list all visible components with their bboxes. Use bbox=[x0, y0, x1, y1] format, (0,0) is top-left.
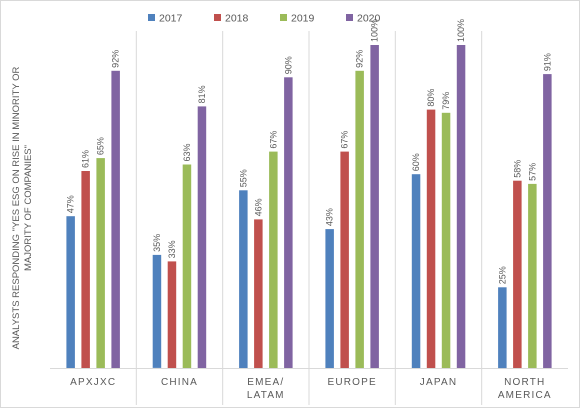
y-axis-title: ANALYSTS RESPONDING "YES ESG ON RISE IN … bbox=[11, 66, 22, 349]
bar-2017-1 bbox=[152, 254, 162, 368]
data-label: 33% bbox=[167, 240, 177, 258]
bar-2017-4 bbox=[411, 174, 421, 368]
data-label: 100% bbox=[370, 19, 380, 42]
bar-2018-5 bbox=[513, 180, 522, 368]
legend-swatch-2020 bbox=[346, 14, 353, 21]
bar-2017-3 bbox=[325, 229, 334, 368]
data-label: 46% bbox=[253, 198, 263, 216]
category-label: EMEA/ bbox=[247, 377, 284, 388]
category-label: EUROPE bbox=[327, 377, 376, 388]
bar-2018-3 bbox=[340, 151, 349, 368]
legend-label: 2017 bbox=[159, 13, 183, 25]
data-label: 65% bbox=[96, 137, 106, 155]
bar-2018-1 bbox=[167, 261, 177, 368]
bar-2018-2 bbox=[254, 219, 263, 368]
category-label: JAPAN bbox=[420, 377, 458, 388]
data-label: 57% bbox=[527, 163, 537, 181]
legend-swatch-2017 bbox=[148, 14, 155, 21]
category-label: APXJXC bbox=[70, 377, 116, 388]
data-label: 92% bbox=[355, 50, 365, 68]
data-label: 67% bbox=[268, 131, 278, 149]
data-label: 61% bbox=[81, 150, 91, 168]
data-label: 80% bbox=[426, 89, 436, 107]
bar-2017-5 bbox=[498, 287, 507, 369]
legend-label: 2019 bbox=[291, 13, 315, 25]
legend-label: 2018 bbox=[225, 13, 249, 25]
data-label: 100% bbox=[456, 19, 466, 42]
bar-2019-0 bbox=[96, 158, 105, 368]
bar-2018-4 bbox=[426, 109, 436, 368]
category-label: AMERICA bbox=[498, 390, 552, 401]
bar-2017-0 bbox=[66, 216, 75, 368]
bar-2018-0 bbox=[81, 171, 90, 368]
data-label: 63% bbox=[182, 143, 192, 161]
data-label: 25% bbox=[497, 266, 507, 284]
data-label: 92% bbox=[111, 50, 121, 68]
data-label: 43% bbox=[325, 208, 335, 226]
bar-2020-3 bbox=[370, 45, 379, 368]
bar-2020-2 bbox=[284, 77, 293, 369]
data-label: 79% bbox=[441, 92, 451, 110]
bar-2019-2 bbox=[269, 151, 278, 368]
data-label: 47% bbox=[66, 195, 76, 213]
bar-2019-1 bbox=[182, 164, 192, 368]
data-label: 58% bbox=[512, 160, 522, 178]
legend-label: 2020 bbox=[357, 13, 381, 25]
bar-2020-5 bbox=[543, 74, 552, 368]
data-label: 55% bbox=[238, 169, 248, 187]
bar-2020-1 bbox=[197, 106, 207, 369]
bar-2019-5 bbox=[528, 183, 537, 368]
data-label: 81% bbox=[197, 85, 207, 103]
y-axis-title: MAJORITY OF COMPANIES" bbox=[23, 145, 34, 271]
legend-swatch-2018 bbox=[214, 14, 221, 21]
category-label: NORTH bbox=[504, 377, 545, 388]
bar-2020-4 bbox=[456, 45, 466, 368]
data-label: 35% bbox=[152, 234, 162, 252]
data-label: 90% bbox=[283, 56, 293, 74]
legend-swatch-2019 bbox=[280, 14, 287, 21]
category-label: LATAM bbox=[247, 390, 285, 401]
bar-2019-3 bbox=[355, 70, 364, 369]
data-label: 91% bbox=[542, 53, 552, 71]
bar-2019-4 bbox=[441, 112, 451, 368]
data-label: 67% bbox=[340, 131, 350, 149]
category-label: CHINA bbox=[161, 377, 198, 388]
data-label: 60% bbox=[411, 153, 421, 171]
bar-2020-0 bbox=[111, 70, 120, 369]
bar-2017-2 bbox=[239, 190, 248, 368]
